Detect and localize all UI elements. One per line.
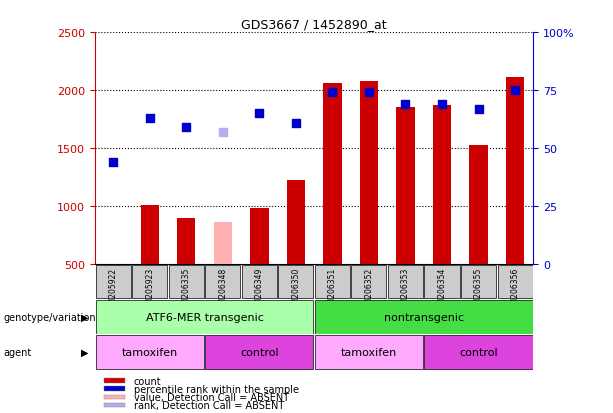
Text: control: control bbox=[240, 347, 279, 357]
Bar bbox=[433, 106, 451, 264]
Bar bbox=[205, 265, 240, 299]
Text: ATF6-MER transgenic: ATF6-MER transgenic bbox=[146, 312, 264, 322]
Bar bbox=[360, 82, 378, 264]
Point bbox=[291, 120, 301, 126]
Bar bbox=[96, 265, 131, 299]
Bar bbox=[278, 265, 313, 299]
Point bbox=[145, 115, 154, 122]
Text: GSM206355: GSM206355 bbox=[474, 267, 483, 313]
Text: percentile rank within the sample: percentile rank within the sample bbox=[134, 384, 299, 394]
Bar bbox=[461, 265, 496, 299]
Point bbox=[109, 159, 118, 166]
Bar bbox=[132, 265, 167, 299]
Bar bbox=[287, 181, 305, 264]
Text: ▶: ▶ bbox=[82, 312, 89, 322]
Point bbox=[327, 90, 337, 97]
Bar bbox=[315, 265, 350, 299]
Bar bbox=[506, 78, 524, 264]
Text: rank, Detection Call = ABSENT: rank, Detection Call = ABSENT bbox=[134, 400, 284, 410]
Bar bbox=[250, 209, 268, 264]
Bar bbox=[214, 223, 232, 264]
Text: GSM206352: GSM206352 bbox=[365, 267, 373, 313]
Bar bbox=[323, 84, 341, 264]
Bar bbox=[242, 265, 277, 299]
Text: genotype/variation: genotype/variation bbox=[3, 312, 96, 322]
Point bbox=[510, 88, 520, 94]
Text: GSM205923: GSM205923 bbox=[145, 267, 154, 313]
Text: GSM206350: GSM206350 bbox=[291, 267, 300, 313]
Bar bbox=[104, 394, 125, 399]
Bar bbox=[169, 265, 204, 299]
Text: GSM206354: GSM206354 bbox=[438, 267, 446, 313]
Bar bbox=[351, 265, 386, 299]
Bar bbox=[96, 300, 313, 334]
Bar bbox=[96, 335, 204, 369]
Point bbox=[181, 125, 191, 131]
Bar bbox=[315, 300, 533, 334]
Bar bbox=[205, 335, 313, 369]
Text: tamoxifen: tamoxifen bbox=[341, 347, 397, 357]
Text: GSM206356: GSM206356 bbox=[511, 267, 520, 313]
Bar bbox=[397, 108, 414, 264]
Text: count: count bbox=[134, 376, 161, 386]
Text: value, Detection Call = ABSENT: value, Detection Call = ABSENT bbox=[134, 392, 289, 402]
Bar bbox=[424, 265, 460, 299]
Point bbox=[400, 102, 410, 108]
Text: ▶: ▶ bbox=[82, 347, 89, 357]
Title: GDS3667 / 1452890_at: GDS3667 / 1452890_at bbox=[242, 17, 387, 31]
Point bbox=[474, 106, 484, 113]
Bar bbox=[177, 218, 196, 264]
Text: nontransgenic: nontransgenic bbox=[384, 312, 464, 322]
Bar bbox=[498, 265, 533, 299]
Bar bbox=[424, 335, 533, 369]
Bar bbox=[104, 403, 125, 407]
Text: control: control bbox=[459, 347, 498, 357]
Bar bbox=[104, 378, 125, 383]
Bar bbox=[470, 145, 488, 264]
Point bbox=[437, 102, 447, 108]
Text: tamoxifen: tamoxifen bbox=[121, 347, 178, 357]
Text: GSM206353: GSM206353 bbox=[401, 267, 410, 313]
Text: agent: agent bbox=[3, 347, 31, 357]
Bar bbox=[315, 335, 423, 369]
Bar bbox=[388, 265, 423, 299]
Text: GSM206351: GSM206351 bbox=[328, 267, 337, 313]
Point bbox=[218, 129, 228, 136]
Text: GSM206335: GSM206335 bbox=[182, 267, 191, 313]
Point bbox=[364, 90, 374, 97]
Text: GSM206349: GSM206349 bbox=[255, 267, 264, 313]
Text: GSM206348: GSM206348 bbox=[218, 267, 227, 313]
Text: GSM205922: GSM205922 bbox=[109, 267, 118, 313]
Bar bbox=[104, 264, 123, 268]
Bar bbox=[104, 387, 125, 391]
Point bbox=[254, 111, 264, 117]
Bar bbox=[140, 205, 159, 264]
